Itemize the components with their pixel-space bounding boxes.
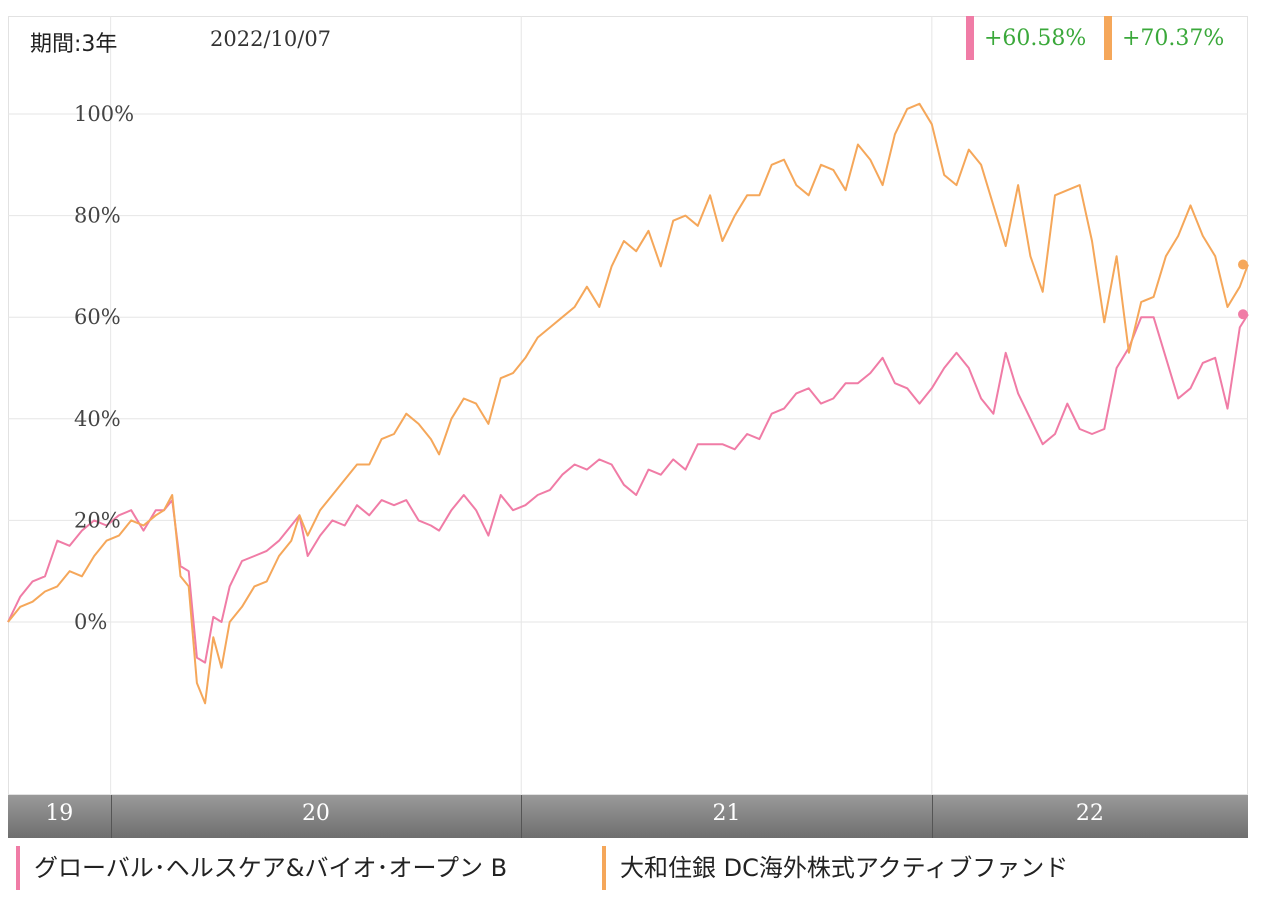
date-label: 2022/10/07 [210,27,332,51]
y-tick-label: 0% [74,610,107,634]
chart-frame [8,16,1248,795]
y-tick-label: 100% [74,102,134,126]
y-tick-label: 40% [74,407,121,431]
series-end-marker-1 [1238,309,1248,320]
return-value: +60.58% [984,25,1087,51]
return-value: +70.37% [1122,25,1225,51]
y-axis-labels: 0% 20% 40% 60% 80% 100% [74,102,134,634]
legend-swatch [16,846,20,890]
series-line-1 [7,313,1249,664]
x-tick-label: 21 [712,801,741,826]
return-color-bar [1104,16,1112,60]
x-band-separator [521,795,523,838]
return-badge-series-1: +60.58% [966,16,1086,60]
x-band-separator [110,795,112,838]
return-color-bar [966,16,974,60]
x-tick-label: 20 [301,801,330,826]
x-tick-label: 19 [45,801,74,826]
legend-item-series-2: 大和住銀 DC海外株式アクティブファンド [602,846,1068,890]
series-end-marker-2 [1238,259,1248,270]
series-layer [7,102,1249,705]
x-tick-label: 22 [1075,801,1104,826]
return-badge-series-2: +70.37% [1104,16,1224,60]
legend-item-series-1: グローバル･ヘルスケア&バイオ･オープン B [16,846,507,890]
legend-swatch [602,846,606,890]
x-axis-band[interactable] [8,795,1248,838]
y-tick-label: 60% [74,305,121,329]
y-tick-label: 80% [74,204,121,228]
grid-layer [8,16,1248,795]
y-tick-label: 20% [74,508,121,532]
period-label[interactable]: 期間:3年 [30,32,118,57]
x-band-separator [931,795,933,838]
series-line-2 [7,102,1249,705]
legend-label: グローバル･ヘルスケア&バイオ･オープン B [34,854,508,882]
legend-label: 大和住銀 DC海外株式アクティブファンド [620,854,1069,882]
